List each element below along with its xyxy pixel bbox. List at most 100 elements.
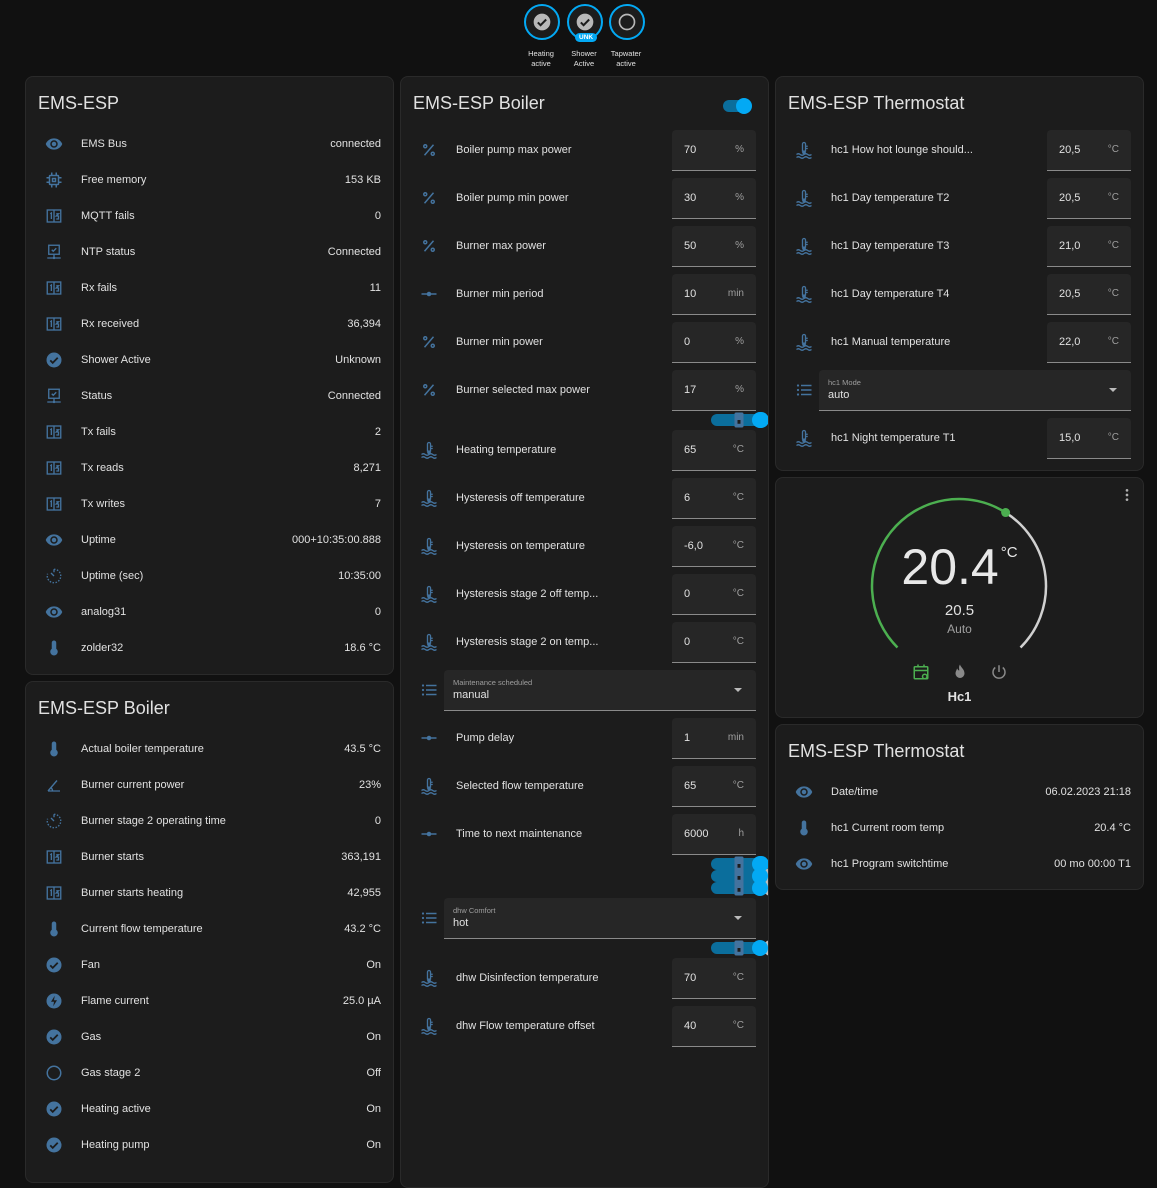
badge-tapwater-active[interactable]: Tapwater active — [609, 4, 645, 69]
entity-row-hc1-current-room-temp: hc1 Current room temp 20.4 °C — [776, 810, 1143, 846]
water-boiler-icon — [727, 852, 751, 876]
badge-shower-active[interactable]: UNK Shower Active — [567, 4, 603, 69]
maintenance-scheduled-select[interactable]: Maintenance scheduled manual — [444, 669, 756, 711]
hc1-night-temperature-t1-input[interactable]: 15,0 °C — [1047, 417, 1131, 459]
input-value: 0 — [684, 635, 691, 648]
boiler-pump-max-power-input[interactable]: 70% — [672, 129, 756, 171]
entity-label: Date/time — [831, 786, 879, 798]
entity-label: Time to next maintenance — [456, 828, 583, 840]
more-options-icon[interactable] — [1119, 487, 1135, 503]
hc1-manual-temperature-input[interactable]: 22,0 °C — [1047, 321, 1131, 363]
badge-heating-active[interactable]: Heating active — [524, 4, 560, 69]
input-value: 0 — [684, 335, 691, 348]
badge-label-line1: Tapwater — [610, 49, 642, 58]
entity-row-burner-selected-max-power[interactable]: Burner selected max power 17% — [401, 366, 768, 414]
entity-row-burner-min-period[interactable]: Burner min period 10 min — [401, 270, 768, 318]
entity-row-hc1-day-temperature-t2[interactable]: hc1 Day temperature T2 20,5 °C — [776, 174, 1143, 222]
power-icon[interactable] — [990, 663, 1008, 681]
card-boiler-sensors: EMS-ESP Boiler Actual boiler temperature… — [25, 681, 394, 1183]
entity-row-hc1-day-temperature-t4[interactable]: hc1 Day temperature T4 20,5 °C — [776, 270, 1143, 318]
hysteresis-off-temperature-input[interactable]: 6 °C — [672, 477, 756, 519]
entity-row-shower-active: Shower Active Unknown — [26, 342, 393, 378]
boiler-pump-min-power-input[interactable]: 30% — [672, 177, 756, 219]
entity-row-dhw-flow-temperature-offset[interactable]: dhw Flow temperature offset 40 °C — [401, 1002, 768, 1050]
heating-temperature-input[interactable]: 65 °C — [672, 429, 756, 471]
water-boiler-icon — [727, 408, 751, 432]
entity-row-hc1-how-hot-lounge-should[interactable]: hc1 How hot lounge should... 20,5 °C — [776, 126, 1143, 174]
entity-value: 0 — [374, 606, 381, 618]
entity-row-fan: Fan On — [26, 947, 393, 983]
entity-row-dhw-disinfecting[interactable]: dhw Disinfecting — [711, 940, 768, 956]
entity-row-boiler-pump-min-power[interactable]: Boiler pump min power 30% — [401, 174, 768, 222]
entity-row-selected-flow-temperature[interactable]: Selected flow temperature 65 °C — [401, 762, 768, 810]
entity-row-hysteresis-on-temperature[interactable]: Hysteresis on temperature -6,0 °C — [401, 522, 768, 570]
target-handle[interactable] — [1001, 508, 1011, 518]
entity-row-time-to-next-maintenance[interactable]: Time to next maintenance 6000 h — [401, 810, 768, 858]
hysteresis-on-temperature-input[interactable]: -6,0 °C — [672, 525, 756, 567]
entity-row-dhw-disinfection-temperature[interactable]: dhw Disinfection temperature 70 °C — [401, 954, 768, 1002]
thermometer-water-icon — [417, 966, 441, 990]
entity-row-hysteresis-off-temperature[interactable]: Hysteresis off temperature 6 °C — [401, 474, 768, 522]
entity-row-analog31: analog31 0 — [26, 594, 393, 630]
entity-row-hc1-manual-temperature[interactable]: hc1 Manual temperature 22,0 °C — [776, 318, 1143, 366]
fire-icon[interactable] — [951, 663, 969, 681]
entity-value: Connected — [327, 246, 381, 258]
hc1-how-hot-lounge-should-input[interactable]: 20,5 °C — [1047, 129, 1131, 171]
entity-row-pump-delay[interactable]: Pump delay 1 min — [401, 714, 768, 762]
hysteresis-stage-2-off-temp-input[interactable]: 0 °C — [672, 573, 756, 615]
hc1-day-temperature-t4-input[interactable]: 20,5 °C — [1047, 273, 1131, 315]
entity-label: MQTT fails — [81, 210, 135, 222]
dhw-flow-temperature-offset-input[interactable]: 40 °C — [672, 1005, 756, 1047]
burner-selected-max-power-input[interactable]: 17% — [672, 369, 756, 411]
entity-row-heating-activated[interactable]: Heating activated — [711, 412, 768, 428]
entity-row-current-flow-temperature: Current flow temperature 43.2 °C — [26, 911, 393, 947]
calendar-sync-icon[interactable] — [912, 663, 930, 681]
dhw-comfort-select[interactable]: dhw Comfort hot — [444, 897, 756, 939]
entity-row-hc1-day-temperature-t3[interactable]: hc1 Day temperature T3 21,0 °C — [776, 222, 1143, 270]
entity-row-burner-min-power[interactable]: Burner min power 0% — [401, 318, 768, 366]
selected-flow-temperature-input[interactable]: 65 °C — [672, 765, 756, 807]
hc1-mode-select[interactable]: hc1 Mode auto — [819, 369, 1131, 411]
entity-label: Selected flow temperature — [456, 780, 584, 792]
thermostat-dial[interactable] — [776, 478, 1143, 717]
entity-label: Gas stage 2 — [81, 1067, 141, 1079]
entity-row-burner-max-power[interactable]: Burner max power 50% — [401, 222, 768, 270]
time-to-next-maintenance-input[interactable]: 6000 h — [672, 813, 756, 855]
temperature-unit: °C — [1000, 544, 1018, 561]
input-value: 20,5 — [1059, 191, 1081, 204]
entity-value: On — [366, 1031, 381, 1043]
entity-row-hysteresis-stage-2-off-temp[interactable]: Hysteresis stage 2 off temp... 0 °C — [401, 570, 768, 618]
hysteresis-stage-2-on-temp-input[interactable]: 0 °C — [672, 621, 756, 663]
burner-max-power-input[interactable]: 50% — [672, 225, 756, 267]
entity-row-hc1-mode[interactable]: hc1 Mode auto — [776, 366, 1143, 414]
entity-row-rx-received: Rx received 36,394 — [26, 306, 393, 342]
input-value: 21,0 — [1059, 239, 1081, 252]
entity-label: Shower Active — [81, 354, 151, 366]
check-circle-icon — [42, 1025, 66, 1049]
entity-row-hc1-night-temperature-t1[interactable]: hc1 Night temperature T1 15,0 °C — [776, 414, 1143, 462]
entity-row-burner-starts-heating: Burner starts heating 42,955 — [26, 875, 393, 911]
entity-row-heating-temperature[interactable]: Heating temperature 65 °C — [401, 426, 768, 474]
entity-label: dhw Disinfection temperature — [456, 972, 599, 984]
thermometer-water-icon — [792, 234, 816, 258]
input-unit: % — [735, 384, 744, 395]
header-toggle[interactable] — [723, 98, 752, 114]
entity-label: Burner min power — [456, 336, 543, 348]
burner-min-power-input[interactable]: 0% — [672, 321, 756, 363]
hc1-day-temperature-t3-input[interactable]: 21,0 °C — [1047, 225, 1131, 267]
entity-row-hysteresis-stage-2-on-temp[interactable]: Hysteresis stage 2 on temp... 0 °C — [401, 618, 768, 666]
thermometer-icon — [792, 816, 816, 840]
burner-min-period-input[interactable]: 10 min — [672, 273, 756, 315]
entity-row-dhw-comfort[interactable]: dhw Comfort hot — [401, 894, 768, 942]
thermostat-name: Hc1 — [947, 689, 972, 704]
dhw-disinfection-temperature-input[interactable]: 70 °C — [672, 957, 756, 999]
entity-row-boiler-pump-max-power[interactable]: Boiler pump max power 70% — [401, 126, 768, 174]
pump-delay-input[interactable]: 1 min — [672, 717, 756, 759]
entity-row-hc1-program-switchtime: hc1 Program switchtime 00 mo 00:00 T1 — [776, 846, 1143, 882]
card-thermostat-controls: EMS-ESP Thermostat hc1 How hot lounge sh… — [775, 76, 1144, 471]
entity-value: On — [366, 1103, 381, 1115]
entity-value: 25.0 µA — [342, 995, 381, 1007]
entity-row-maintenance-scheduled[interactable]: Maintenance scheduled manual — [401, 666, 768, 714]
hc1-day-temperature-t2-input[interactable]: 20,5 °C — [1047, 177, 1131, 219]
entity-row-dhw-circulation-pump-available[interactable]: dhw Circulation pump available — [711, 880, 768, 896]
